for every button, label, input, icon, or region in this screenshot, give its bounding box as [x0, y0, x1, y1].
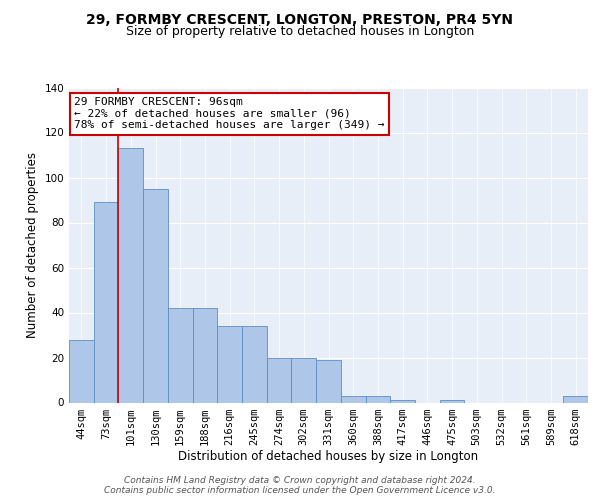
- Bar: [193, 308, 217, 402]
- X-axis label: Distribution of detached houses by size in Longton: Distribution of detached houses by size …: [178, 450, 479, 464]
- Bar: [94, 202, 118, 402]
- Bar: [390, 400, 415, 402]
- Y-axis label: Number of detached properties: Number of detached properties: [26, 152, 39, 338]
- Text: 29 FORMBY CRESCENT: 96sqm
← 22% of detached houses are smaller (96)
78% of semi-: 29 FORMBY CRESCENT: 96sqm ← 22% of detac…: [74, 97, 385, 130]
- Text: 29, FORMBY CRESCENT, LONGTON, PRESTON, PR4 5YN: 29, FORMBY CRESCENT, LONGTON, PRESTON, P…: [86, 12, 514, 26]
- Bar: [118, 148, 143, 403]
- Bar: [69, 340, 94, 402]
- Bar: [143, 188, 168, 402]
- Bar: [316, 360, 341, 403]
- Bar: [242, 326, 267, 402]
- Bar: [217, 326, 242, 402]
- Bar: [292, 358, 316, 403]
- Text: Contains HM Land Registry data © Crown copyright and database right 2024.
Contai: Contains HM Land Registry data © Crown c…: [104, 476, 496, 495]
- Bar: [168, 308, 193, 402]
- Bar: [365, 396, 390, 402]
- Bar: [563, 396, 588, 402]
- Bar: [440, 400, 464, 402]
- Text: Size of property relative to detached houses in Longton: Size of property relative to detached ho…: [126, 25, 474, 38]
- Bar: [267, 358, 292, 403]
- Bar: [341, 396, 365, 402]
